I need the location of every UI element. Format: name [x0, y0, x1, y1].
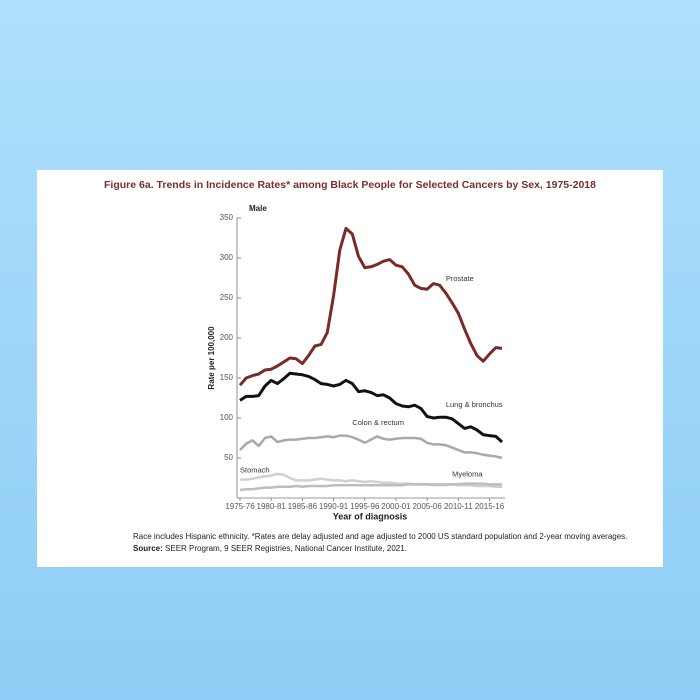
x-tick-label: 1975-76 — [225, 502, 255, 511]
source-text: Source: SEER Program, 9 SEER Registries,… — [133, 544, 407, 553]
x-axis-label: Year of diagnosis — [333, 511, 408, 521]
x-tick-label: 2000-01 — [381, 502, 411, 511]
y-tick-label: 50 — [224, 453, 233, 462]
x-tick-label: 1995-96 — [350, 502, 380, 511]
series-label: Prostate — [446, 274, 474, 283]
source-label: Source: — [133, 544, 163, 553]
series-label: Myeloma — [452, 469, 483, 478]
series-line — [239, 434, 503, 460]
series-line — [238, 226, 503, 387]
series-label: Colon & rectum — [352, 418, 404, 427]
panel-label: Male — [249, 204, 267, 213]
figure-card — [37, 170, 663, 567]
y-tick-label: 200 — [220, 333, 234, 342]
y-tick-label: 100 — [220, 413, 234, 422]
series-line — [239, 371, 504, 444]
x-tick-label: 1985-86 — [288, 502, 318, 511]
y-axis-label: Rate per 100,000 — [207, 326, 216, 390]
x-tick-label: 2015-16 — [475, 502, 505, 511]
y-tick-label: 250 — [220, 293, 234, 302]
y-tick-label: 350 — [220, 213, 234, 222]
chart-title: Figure 6a. Trends in Incidence Rates* am… — [104, 179, 596, 191]
series-line — [239, 482, 502, 492]
series-label: Stomach — [240, 466, 270, 475]
series-label: Lung & bronchus — [446, 400, 503, 409]
footnote: Race includes Hispanic ethnicity. *Rates… — [133, 532, 627, 541]
x-tick-label: 1980-81 — [257, 502, 287, 511]
x-tick-label: 2010-11 — [444, 502, 473, 511]
x-tick-label: 2005-06 — [412, 502, 442, 511]
x-tick-label: 1990-91 — [319, 502, 349, 511]
y-tick-label: 300 — [220, 253, 234, 262]
y-tick-label: 150 — [220, 373, 234, 382]
source: SEER Program, 9 SEER Registries, Nationa… — [165, 544, 407, 553]
